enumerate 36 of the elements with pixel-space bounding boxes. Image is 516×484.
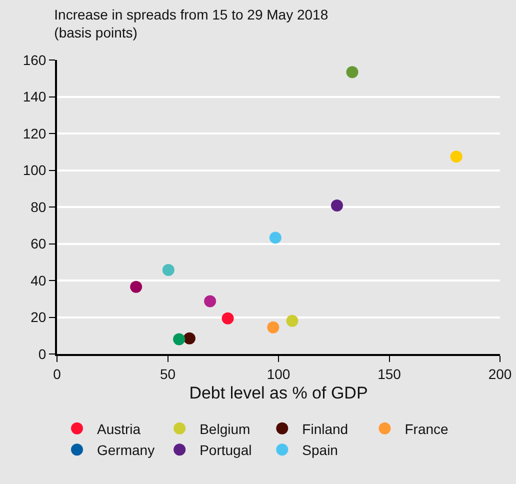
legend-label: Spain bbox=[302, 442, 338, 458]
point bbox=[222, 312, 234, 324]
y-tick-label: 0 bbox=[38, 346, 46, 362]
y-tick-label: 100 bbox=[22, 162, 46, 178]
y-tick-label: 120 bbox=[22, 125, 46, 142]
chart-title: Increase in spreads from 15 to 29 May 2018 bbox=[54, 6, 328, 22]
y-tick-label: 160 bbox=[22, 52, 46, 68]
x-tick-label: 50 bbox=[160, 366, 176, 382]
x-tick-label: 150 bbox=[378, 366, 402, 382]
y-tick-label: 20 bbox=[30, 309, 46, 326]
point bbox=[330, 200, 343, 212]
point bbox=[346, 66, 358, 78]
point bbox=[183, 332, 196, 344]
y-tick-label: 40 bbox=[30, 272, 46, 288]
y-tick-label: 140 bbox=[22, 88, 46, 105]
x-tick-label: 200 bbox=[488, 366, 512, 382]
point bbox=[286, 314, 298, 327]
y-tick-label: 80 bbox=[30, 198, 46, 215]
legend-label: Belgium bbox=[200, 420, 250, 437]
x-tick-label: 0 bbox=[53, 366, 62, 382]
legend-label: Finland bbox=[302, 420, 348, 437]
point bbox=[162, 264, 174, 276]
point bbox=[204, 295, 216, 308]
point bbox=[450, 150, 462, 163]
x-tick-label: 100 bbox=[266, 366, 290, 382]
legend-label: Portugal bbox=[200, 442, 252, 458]
legend-label: Austria bbox=[97, 420, 141, 437]
point bbox=[173, 333, 186, 346]
y-tick-label: 60 bbox=[30, 236, 46, 252]
point bbox=[267, 321, 280, 334]
legend-label: France bbox=[404, 420, 449, 437]
chart-subtitle: (basis points) bbox=[54, 24, 138, 41]
x-axis-title: Debt level as % of GDP bbox=[189, 384, 368, 403]
point bbox=[130, 280, 142, 293]
legend-label: Germany bbox=[97, 442, 155, 458]
point bbox=[269, 232, 282, 244]
